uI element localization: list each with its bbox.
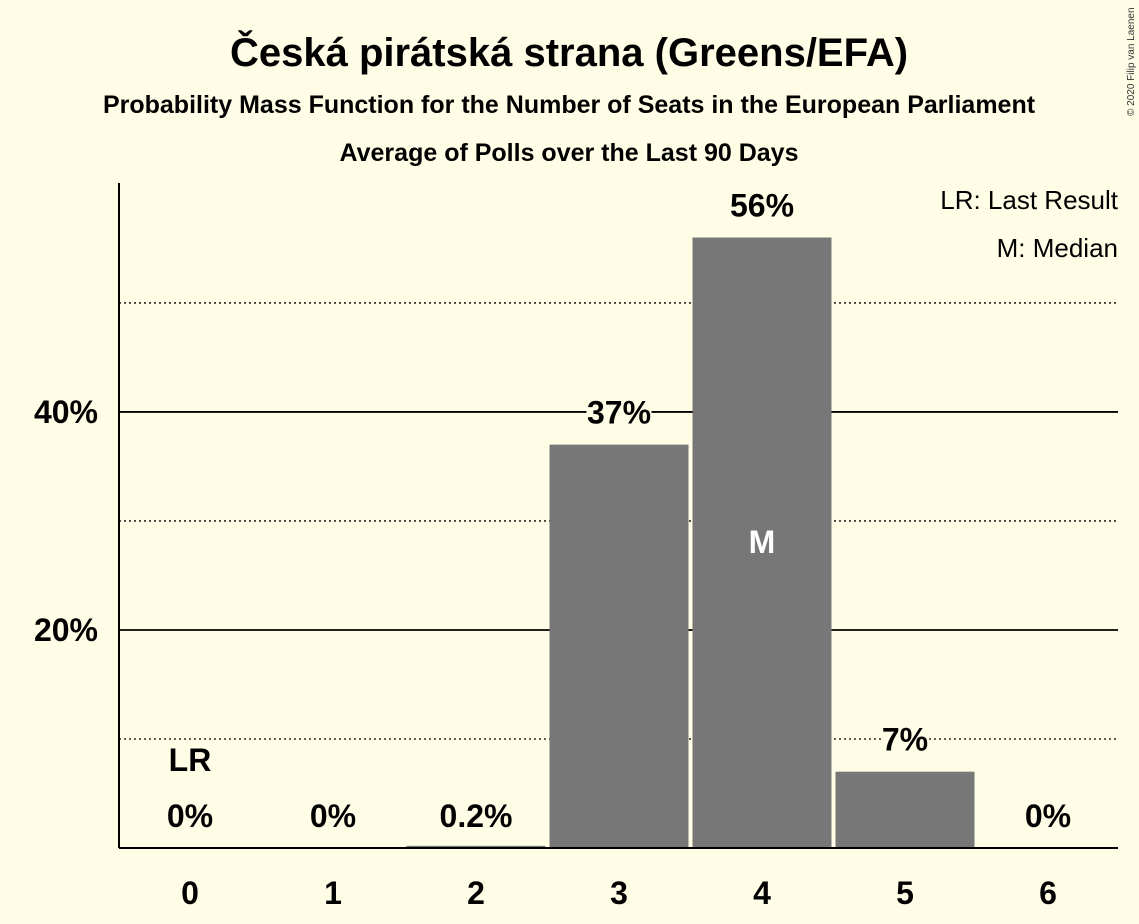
x-tick-label: 1	[324, 875, 342, 911]
data-label: 7%	[882, 722, 928, 758]
x-tick-label: 4	[753, 875, 771, 911]
data-label: 0.2%	[440, 798, 513, 834]
bar	[406, 845, 546, 848]
bar	[549, 444, 689, 848]
last-result-marker: LR	[169, 742, 212, 778]
median-marker: M	[749, 524, 776, 560]
bar	[835, 771, 975, 848]
chart-subtitle-2: Average of Polls over the Last 90 Days	[340, 139, 799, 167]
y-tick-label: 40%	[34, 394, 98, 430]
x-tick-label: 5	[896, 875, 914, 911]
chart-subtitle: Probability Mass Function for the Number…	[103, 91, 1036, 119]
data-labels: 0% 0% 0.2% 37% 56% 7% 0% LR M	[167, 186, 1071, 834]
copyright-text: © 2020 Filip van Laenen	[1126, 7, 1137, 116]
x-tick-label: 3	[610, 875, 628, 911]
axes: 20% 40% 0 1 2 3 4 5 6	[34, 183, 1118, 911]
bar	[692, 237, 832, 849]
bars	[406, 237, 975, 849]
legend-median: M: Median	[997, 233, 1118, 263]
data-label: 56%	[730, 188, 794, 224]
x-tick-label: 2	[467, 875, 485, 911]
data-label-backdrop	[586, 393, 652, 432]
x-tick-label: 0	[181, 875, 199, 911]
data-label-backdrop	[881, 720, 929, 759]
y-tick-label: 20%	[34, 612, 98, 648]
data-label: 0%	[310, 798, 356, 834]
chart-title: Česká pirátská strana (Greens/EFA)	[230, 29, 908, 75]
legend-last-result: LR: Last Result	[940, 185, 1119, 215]
x-tick-label: 6	[1039, 875, 1057, 911]
data-label-backdrop	[729, 186, 795, 225]
data-label: 0%	[167, 798, 213, 834]
data-label: 0%	[1025, 798, 1071, 834]
data-label: 37%	[587, 395, 651, 431]
